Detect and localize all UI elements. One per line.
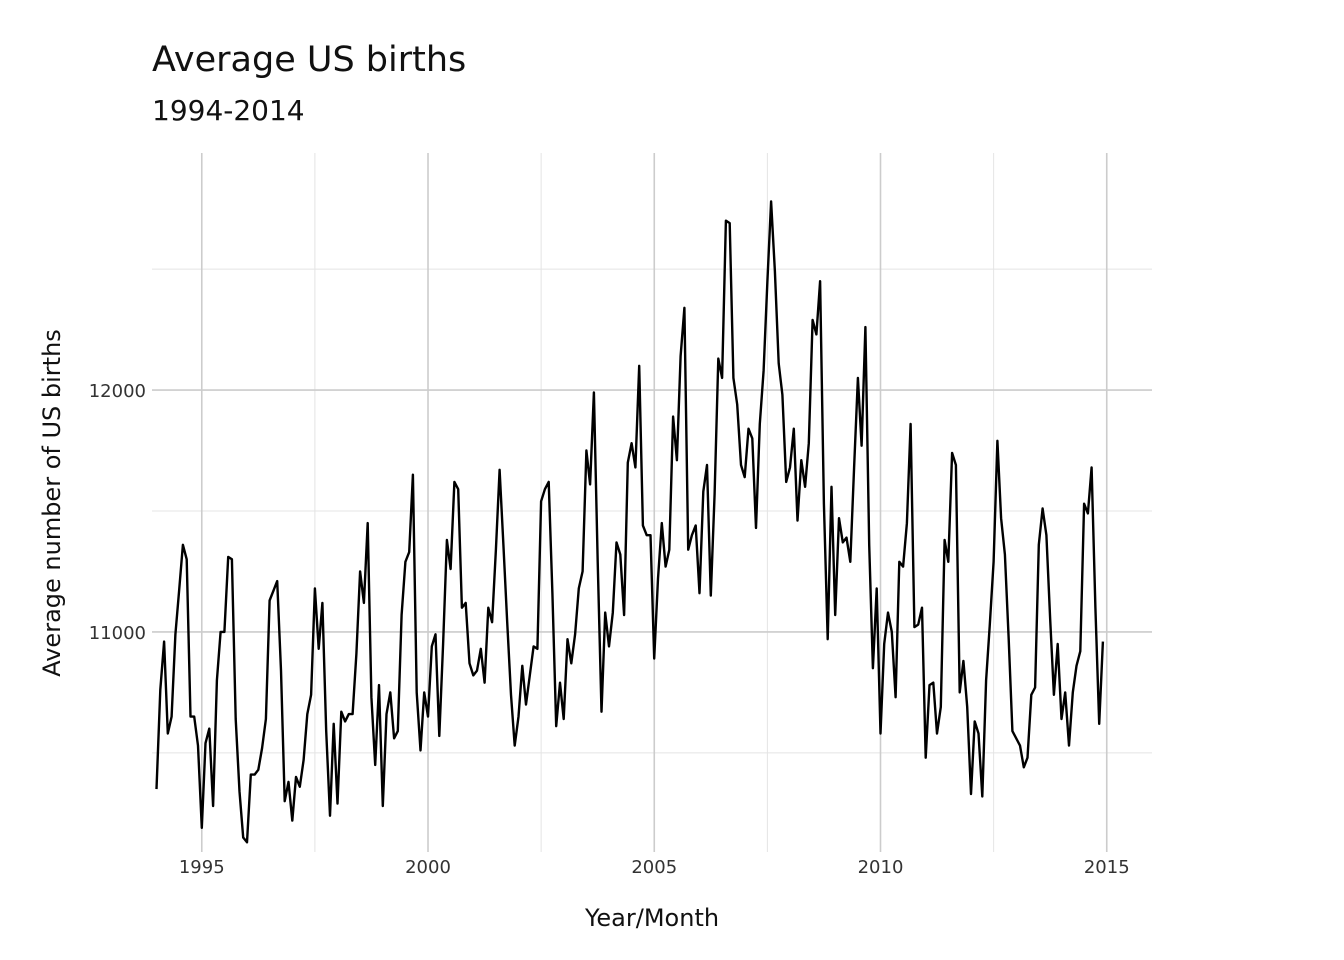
x-tick-label: 1995 — [179, 857, 225, 878]
y-axis-label: Average number of US births — [38, 329, 66, 677]
x-tick-label: 2010 — [858, 857, 904, 878]
y-tick-label: 11000 — [89, 623, 146, 644]
tick-labels: 1995 2000 2005 2010 2015 11000 12000 — [89, 381, 1130, 878]
series-line — [155, 200, 1105, 844]
grid-lines — [152, 153, 1152, 852]
x-tick-label: 2015 — [1084, 857, 1130, 878]
x-axis-label: Year/Month — [584, 904, 719, 932]
x-tick-label: 2000 — [405, 857, 451, 878]
x-tick-label: 2005 — [631, 857, 677, 878]
chart-subtitle: 1994-2014 — [152, 94, 305, 127]
y-tick-label: 12000 — [89, 381, 146, 402]
chart-title: Average US births — [152, 40, 467, 80]
